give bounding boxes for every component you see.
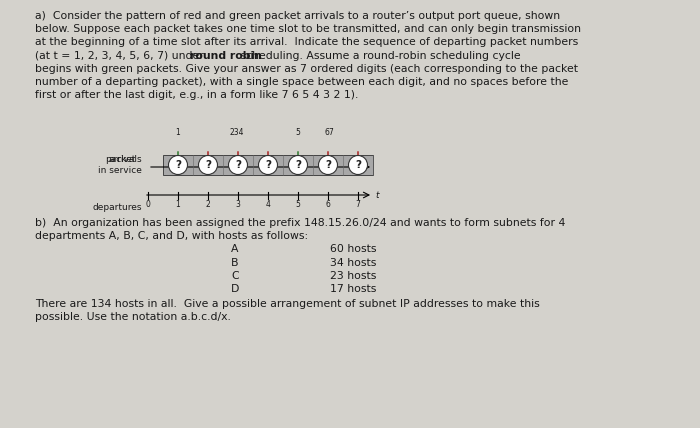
Text: ?: ? — [205, 160, 211, 170]
Text: departures: departures — [92, 203, 142, 212]
Text: ?: ? — [325, 160, 331, 170]
Text: D: D — [231, 284, 239, 294]
Text: 0: 0 — [146, 200, 150, 209]
Circle shape — [318, 155, 337, 175]
Text: 23 hosts: 23 hosts — [330, 271, 377, 281]
Text: B: B — [231, 258, 239, 268]
Text: 1: 1 — [176, 128, 181, 137]
Text: 3: 3 — [236, 200, 240, 209]
Text: arrivals: arrivals — [108, 155, 142, 163]
Circle shape — [169, 155, 188, 175]
Circle shape — [349, 155, 368, 175]
Text: C: C — [231, 271, 239, 281]
Text: There are 134 hosts in all.  Give a possible arrangement of subnet IP addresses : There are 134 hosts in all. Give a possi… — [35, 299, 540, 309]
Text: a)  Consider the pattern of red and green packet arrivals to a router’s output p: a) Consider the pattern of red and green… — [35, 11, 560, 21]
Text: departments A, B, C, and D, with hosts as follows:: departments A, B, C, and D, with hosts a… — [35, 231, 308, 241]
Circle shape — [258, 155, 277, 175]
Text: ?: ? — [355, 160, 361, 170]
Text: 6: 6 — [326, 200, 330, 209]
Text: 60 hosts: 60 hosts — [330, 244, 377, 254]
Text: 5: 5 — [295, 128, 300, 137]
Text: ?: ? — [235, 160, 241, 170]
Text: A: A — [231, 244, 239, 254]
Text: packet
in service: packet in service — [98, 155, 142, 175]
Text: 67: 67 — [324, 128, 334, 137]
Bar — [163, 155, 373, 175]
Text: 34 hosts: 34 hosts — [330, 258, 377, 268]
Text: t: t — [375, 190, 379, 199]
Text: scheduling. Assume a round-robin scheduling cycle: scheduling. Assume a round-robin schedul… — [237, 51, 521, 61]
Text: possible. Use the notation a.b.c.d/x.: possible. Use the notation a.b.c.d/x. — [35, 312, 231, 322]
Text: first or after the last digit, e.g., in a form like 7 6 5 4 3 2 1).: first or after the last digit, e.g., in … — [35, 90, 358, 100]
Text: number of a departing packet), with a single space between each digit, and no sp: number of a departing packet), with a si… — [35, 77, 568, 87]
Circle shape — [288, 155, 307, 175]
Text: ?: ? — [175, 160, 181, 170]
Text: (at t = 1, 2, 3, 4, 5, 6, 7) under: (at t = 1, 2, 3, 4, 5, 6, 7) under — [35, 51, 207, 61]
Text: 17 hosts: 17 hosts — [330, 284, 377, 294]
Text: below. Suppose each packet takes one time slot to be transmitted, and can only b: below. Suppose each packet takes one tim… — [35, 24, 581, 34]
Text: begins with green packets. Give your answer as 7 ordered digits (each correspond: begins with green packets. Give your ans… — [35, 64, 578, 74]
Text: at the beginning of a time slot after its arrival.  Indicate the sequence of dep: at the beginning of a time slot after it… — [35, 37, 578, 48]
Text: 234: 234 — [230, 128, 244, 137]
Circle shape — [199, 155, 218, 175]
Text: 4: 4 — [265, 200, 270, 209]
Text: b)  An organization has been assigned the prefix 148.15.26.0/24 and wants to for: b) An organization has been assigned the… — [35, 218, 566, 228]
Text: round robin: round robin — [190, 51, 262, 61]
Text: ?: ? — [295, 160, 301, 170]
Text: 7: 7 — [356, 200, 360, 209]
Text: 2: 2 — [206, 200, 211, 209]
Text: 5: 5 — [295, 200, 300, 209]
Circle shape — [228, 155, 248, 175]
Text: 1: 1 — [176, 200, 181, 209]
Text: ?: ? — [265, 160, 271, 170]
